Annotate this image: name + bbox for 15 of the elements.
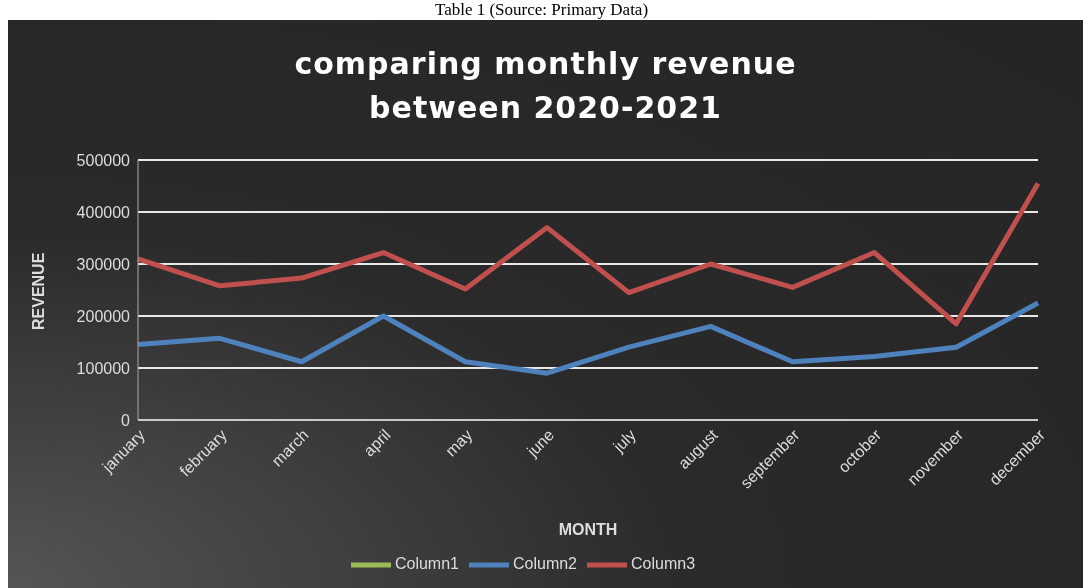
y-tick-label: 400000 <box>76 203 131 221</box>
y-tick-label: 200000 <box>76 307 131 325</box>
y-tick-label: 300000 <box>76 255 131 273</box>
caption: Table 1 (Source: Primary Data) <box>433 0 650 20</box>
x-tick-label: july <box>609 426 640 456</box>
legend-label: Column3 <box>631 555 696 573</box>
chart-title: comparing monthly revenue between 2020-2021 <box>293 45 798 127</box>
y-tick-label: 100000 <box>76 359 131 377</box>
x-tick-label: may <box>442 426 476 460</box>
legend-label: Column1 <box>394 555 459 573</box>
y-axis-title: REVENUE <box>29 252 47 330</box>
x-axis-title: MONTH <box>558 521 618 538</box>
y-tick-label: 0 <box>121 411 131 429</box>
y-tick-label: 500000 <box>76 151 131 169</box>
legend-label: Column2 <box>512 555 578 573</box>
